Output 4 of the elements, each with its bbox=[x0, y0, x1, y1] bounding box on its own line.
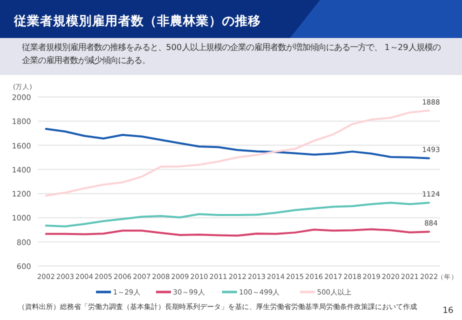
chart-subtitle: 従業者規模別雇用者数の推移をみると、500人以上規模の企業の雇用者数が増加傾向にある一方で、 1～29人規模の企業の雇用者数が減少傾向にある。 bbox=[22, 41, 442, 67]
text: 16 bbox=[442, 306, 454, 316]
line-series bbox=[45, 228, 430, 237]
chart-title: 従業者規模別雇用者数（非農林業）の推移 bbox=[13, 13, 261, 28]
